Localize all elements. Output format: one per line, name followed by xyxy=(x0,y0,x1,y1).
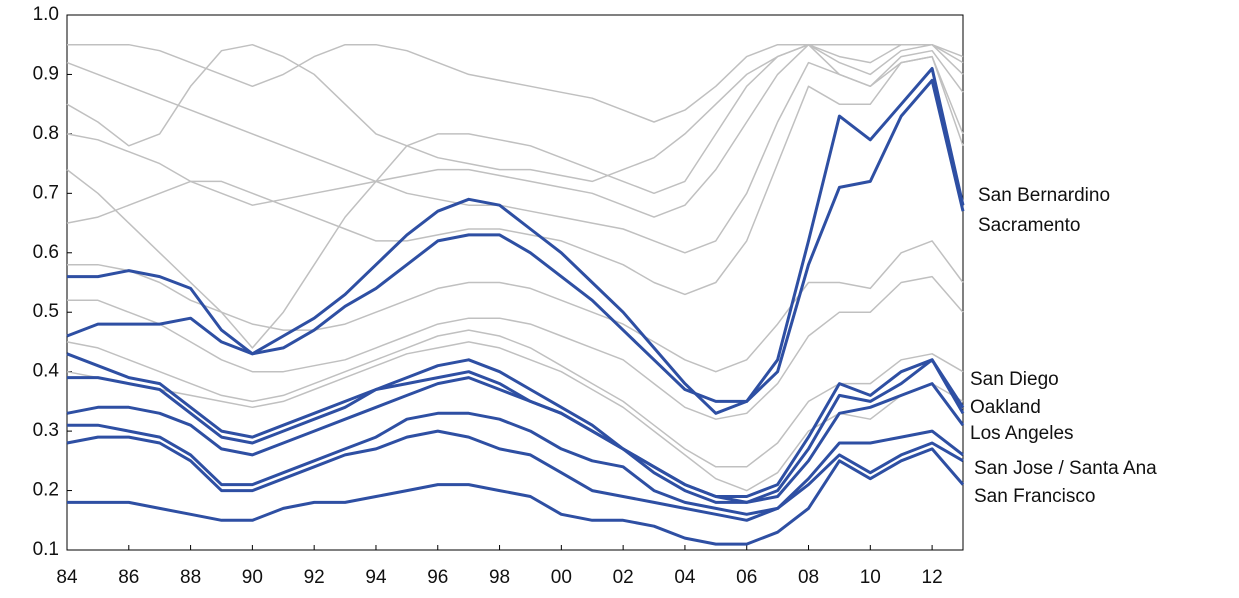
series-line xyxy=(66,329,964,468)
annotation: San Bernardino xyxy=(978,185,1110,206)
series-line xyxy=(66,43,964,349)
y-tick-label: 0.8 xyxy=(33,123,59,144)
y-tick-label: 1.0 xyxy=(33,4,59,25)
x-tick-label: 06 xyxy=(736,567,757,588)
y-tick-label: 0.5 xyxy=(33,301,59,322)
y-tick-label: 0.7 xyxy=(33,182,59,203)
series-line xyxy=(67,358,965,504)
series-line xyxy=(66,55,964,296)
y-tick-label: 0.6 xyxy=(33,242,59,263)
x-tick-label: 10 xyxy=(860,567,881,588)
annotation: Sacramento xyxy=(978,215,1080,236)
y-tick-label: 0.3 xyxy=(33,420,59,441)
x-tick-label: 88 xyxy=(180,567,201,588)
x-tick-label: 12 xyxy=(922,567,943,588)
x-tick-label: 98 xyxy=(489,567,510,588)
series-line xyxy=(66,43,964,183)
series-line xyxy=(67,240,964,373)
x-tick-label: 04 xyxy=(674,567,696,588)
series-line xyxy=(66,43,964,218)
y-tick-label: 0.4 xyxy=(33,361,60,382)
y-tick-label: 0.1 xyxy=(33,539,59,560)
x-tick-label: 02 xyxy=(613,567,634,588)
x-tick-label: 90 xyxy=(242,567,263,588)
x-tick-label: 84 xyxy=(56,567,78,588)
annotation: Los Angeles xyxy=(970,423,1074,444)
x-tick-label: 92 xyxy=(304,567,325,588)
y-tick-label: 0.9 xyxy=(33,63,59,84)
x-tick-label: 00 xyxy=(551,567,572,588)
annotation: San Francisco xyxy=(974,486,1095,507)
x-tick-label: 96 xyxy=(427,567,448,588)
annotation: Oakland xyxy=(970,397,1041,418)
y-tick-label: 0.2 xyxy=(33,480,59,501)
series-line xyxy=(67,447,965,546)
x-tick-label: 94 xyxy=(365,567,387,588)
x-tick-label: 08 xyxy=(798,567,819,588)
x-tick-label: 86 xyxy=(118,567,139,588)
series-line xyxy=(66,352,965,498)
series-line xyxy=(67,411,964,516)
series-line xyxy=(66,67,965,415)
series-line xyxy=(67,275,964,420)
series-line xyxy=(66,376,965,504)
annotation: San Diego xyxy=(970,369,1059,390)
series-line xyxy=(67,43,964,123)
series-line xyxy=(67,78,965,403)
series-line xyxy=(66,55,964,254)
series-line xyxy=(66,429,964,522)
annotation: San Jose / Santa Ana xyxy=(974,458,1157,479)
